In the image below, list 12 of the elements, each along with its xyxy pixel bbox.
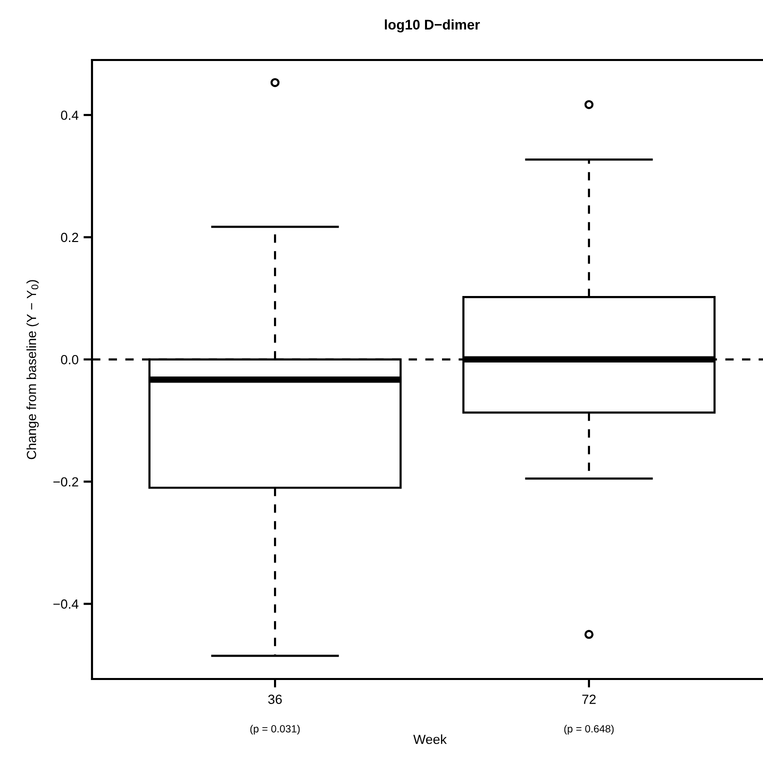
y-tick-label: −0.2 xyxy=(53,477,78,487)
y-tick-label: 0.0 xyxy=(60,354,78,364)
text: (p = 0.648) xyxy=(564,724,614,735)
x-tick-label: 72 xyxy=(582,694,596,704)
text: (p = 0.031) xyxy=(250,724,300,735)
y-tick-label: 0.4 xyxy=(60,110,78,120)
y-tick-label: 0.2 xyxy=(60,232,78,242)
x-axis-title: Week xyxy=(413,734,447,744)
chart-title: log10 D−dimer xyxy=(384,19,480,32)
y-tick-label: −0.4 xyxy=(53,599,78,609)
y-axis-title: Change from baseline (Y − Y$_{0}$) xyxy=(26,280,39,460)
x-tick-label: 36 xyxy=(268,694,282,704)
